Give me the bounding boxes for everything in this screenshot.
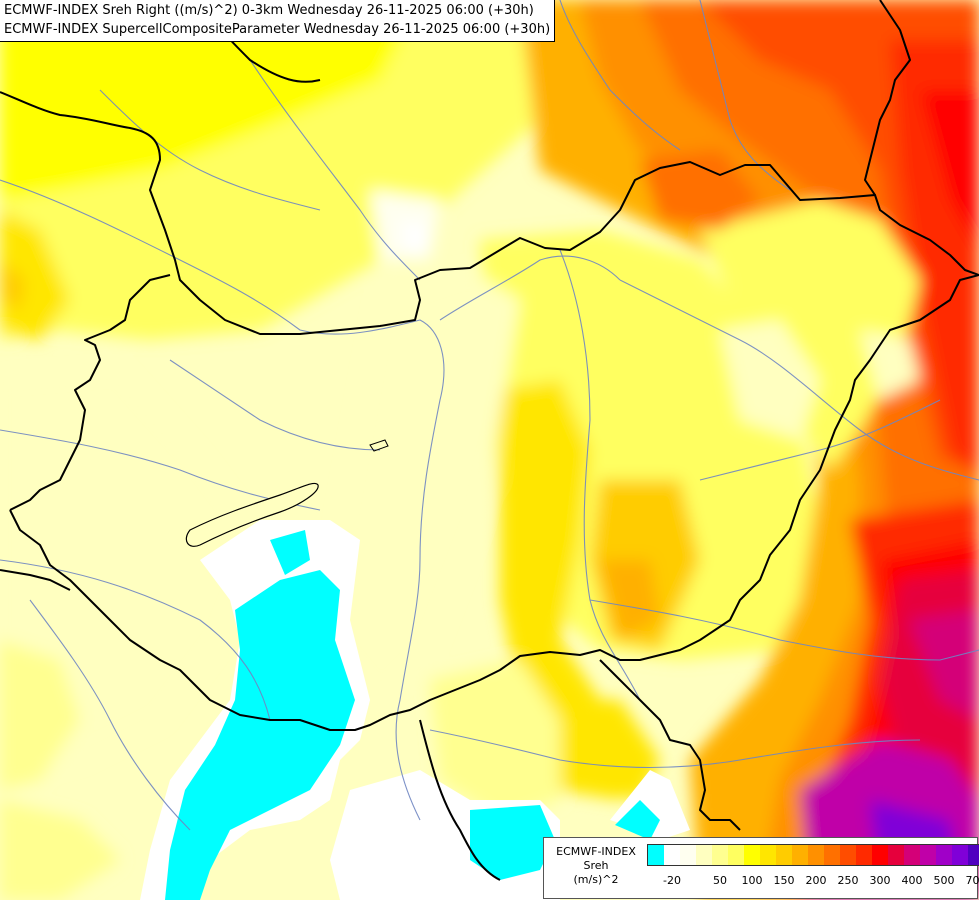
legend-tick-label: 100 [741,874,763,887]
legend-swatch [904,845,920,865]
legend-tick-label: 150 [773,874,795,887]
legend-swatches [647,844,979,866]
legend-swatch [648,845,664,865]
legend-swatch [936,845,952,865]
map-title-line-1: ECMWF-INDEX Sreh Right ((m/s)^2) 0-3km W… [4,3,534,18]
legend-swatch [840,845,856,865]
negative-sreh-regions [140,520,690,900]
lake-balaton [185,482,319,547]
map-title-box: ECMWF-INDEX Sreh Right ((m/s)^2) 0-3km W… [0,0,556,42]
color-legend: ECMWF-INDEX Sreh (m/s)^2 -20 50 100 150 200 2… [543,837,979,899]
legend-swatch [872,845,888,865]
legend-source: ECMWF-INDEX [556,845,636,858]
legend-swatch [728,845,744,865]
legend-swatch [680,845,696,865]
legend-swatch [856,845,872,865]
legend-tick-label: 400 [901,874,923,887]
legend-swatch [968,845,979,865]
legend-swatch [888,845,904,865]
legend-swatch [792,845,808,865]
legend-swatch [824,845,840,865]
legend-swatch [760,845,776,865]
legend-swatch [808,845,824,865]
small-lake [369,439,389,452]
legend-tick-label: 250 [837,874,859,887]
legend-swatch [952,845,968,865]
legend-unit: (m/s)^2 [573,873,619,886]
legend-swatch [776,845,792,865]
legend-swatch [744,845,760,865]
legend-ticks: -20 50 100 150 200 250 300 400 500 700 [647,874,979,890]
legend-tick-label: 200 [805,874,827,887]
legend-tick-label: -20 [663,874,681,887]
legend-variable: Sreh [583,859,609,872]
legend-label: ECMWF-INDEX Sreh (m/s)^2 [548,845,644,887]
legend-tick-label: 300 [869,874,891,887]
legend-swatch [712,845,728,865]
map-title-line-2: ECMWF-INDEX SupercellCompositeParameter … [4,22,551,37]
legend-swatch [664,845,680,865]
legend-swatch [696,845,712,865]
legend-tick-label: 50 [713,874,727,887]
legend-swatch [920,845,936,865]
legend-tick-label: 700 [965,874,979,887]
legend-tick-label: 500 [933,874,955,887]
